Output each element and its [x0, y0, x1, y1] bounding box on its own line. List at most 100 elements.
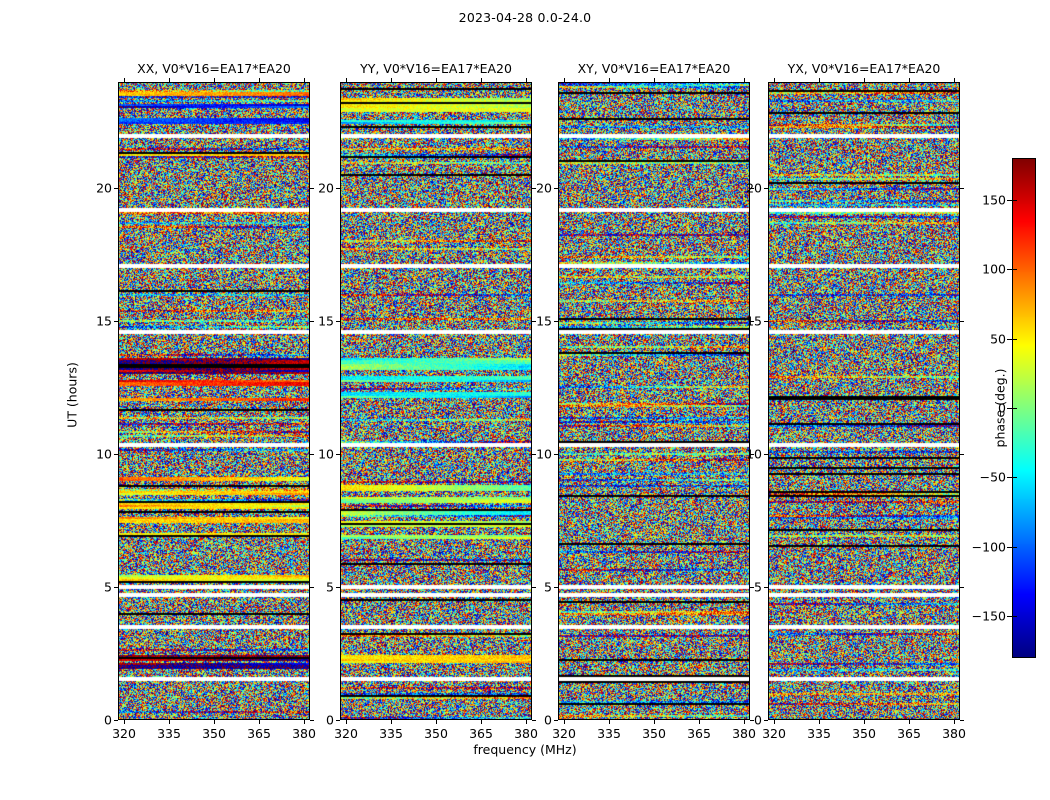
x-tick-top-xy-365 — [699, 78, 700, 82]
y-tick-xy-5 — [554, 587, 558, 589]
x-tick-top-xx-320 — [124, 78, 125, 82]
y-ticklabel-xx-5: 5 — [104, 579, 112, 595]
y-ticklabel-yy-15: 15 — [318, 313, 334, 329]
y-ticklabel-xx-10: 10 — [96, 446, 112, 462]
x-tick-yx-350 — [864, 720, 865, 724]
y-ticklabel-yy-5: 5 — [326, 579, 334, 595]
y-tick-right-xx-10 — [310, 454, 314, 456]
x-tick-top-yx-335 — [819, 78, 820, 82]
y-tick-right-xy-15 — [750, 321, 754, 323]
x-tick-xy-320 — [564, 720, 565, 724]
panel-xy: XY, V0*V16=EA17*EA20 320 335 350 365 380 0 5 10 1… — [536, 61, 756, 741]
panel-title-yy: YY, V0*V16=EA17*EA20 — [360, 61, 512, 76]
x-ticklabel-yy-335: 335 — [379, 726, 403, 741]
x-tick-top-yy-380 — [526, 78, 527, 82]
colorbar-tick-0 — [1007, 408, 1012, 409]
y-tick-xy-20 — [554, 188, 558, 190]
x-tick-top-yx-350 — [864, 78, 865, 82]
y-ticklabel-yx-10: 10 — [746, 446, 762, 462]
colorbar-tick-inner-0 — [1012, 408, 1017, 409]
x-ticklabel-xx-350: 350 — [202, 726, 226, 741]
axes-frame-xx — [118, 82, 310, 720]
y-tick-right-yx-15 — [960, 321, 964, 323]
phase-heatmap-yx — [768, 82, 960, 720]
y-tick-right-xy-10 — [750, 454, 754, 456]
y-ticklabel-yy-20: 20 — [318, 180, 334, 196]
x-ticklabel-xx-320: 320 — [112, 726, 136, 741]
y-axis-label: UT (hours) — [64, 362, 80, 428]
y-tick-xx-0 — [114, 720, 118, 721]
y-ticklabel-yx-0: 0 — [754, 712, 762, 728]
y-tick-xx-15 — [114, 321, 118, 323]
x-tick-top-xx-380 — [304, 78, 305, 82]
panel-title-yx: YX, V0*V16=EA17*EA20 — [787, 61, 941, 76]
colorbar-ticklabel-0: 0 — [998, 400, 1006, 416]
x-tick-xx-350 — [214, 720, 215, 724]
y-ticklabel-xy-10: 10 — [536, 446, 552, 462]
y-tick-right-xy-5 — [750, 587, 754, 589]
y-tick-right-xx-20 — [310, 188, 314, 190]
x-tick-yx-335 — [819, 720, 820, 724]
x-tick-xy-335 — [609, 720, 610, 724]
panel-title-xy: XY, V0*V16=EA17*EA20 — [577, 61, 731, 76]
y-ticklabel-yy-0: 0 — [326, 712, 334, 728]
x-tick-top-yy-320 — [346, 78, 347, 82]
x-ticklabel-yx-350: 350 — [852, 726, 876, 741]
colorbar-tick-inner-150 — [1012, 199, 1017, 201]
phase-heatmap-xy — [558, 82, 750, 720]
y-tick-yx-0 — [764, 720, 768, 721]
colorbar-tick-50 — [1007, 338, 1012, 340]
colorbar-ticklabel-100: 100 — [982, 261, 1006, 277]
y-tick-yy-5 — [336, 587, 340, 589]
x-tick-yx-365 — [909, 720, 910, 724]
x-tick-top-yy-350 — [436, 78, 437, 82]
x-tick-top-yx-320 — [774, 78, 775, 82]
y-tick-right-yy-5 — [532, 587, 536, 589]
y-ticklabel-xy-5: 5 — [544, 579, 552, 595]
colorbar-ticklabel--50: −50 — [979, 469, 1006, 485]
colorbar-ticklabel-50: 50 — [990, 331, 1006, 347]
x-ticklabel-xx-335: 335 — [157, 726, 181, 741]
colorbar-tick-inner-50 — [1012, 338, 1017, 340]
y-ticklabel-xx-15: 15 — [96, 313, 112, 329]
x-ticklabel-xy-365: 365 — [687, 726, 711, 741]
y-tick-right-xy-20 — [750, 188, 754, 190]
x-ticklabel-xy-350: 350 — [642, 726, 666, 741]
colorbar-tick--50 — [1007, 477, 1012, 479]
x-ticklabel-yx-335: 335 — [807, 726, 831, 741]
x-tick-top-yx-380 — [954, 78, 955, 82]
axes-frame-yx — [768, 82, 960, 720]
y-tick-right-yy-15 — [532, 321, 536, 323]
y-tick-xx-5 — [114, 587, 118, 589]
colorbar: −150 −100 −50 0 50 100 150 — [972, 158, 1036, 658]
x-tick-top-xy-380 — [744, 78, 745, 82]
x-tick-yy-365 — [481, 720, 482, 724]
y-ticklabel-xx-20: 20 — [96, 180, 112, 196]
y-tick-yy-10 — [336, 454, 340, 456]
phase-heatmap-yy — [340, 82, 532, 720]
x-ticklabel-xx-380: 380 — [292, 726, 316, 741]
x-ticklabel-yx-380: 380 — [942, 726, 966, 741]
x-ticklabel-xy-335: 335 — [597, 726, 621, 741]
y-tick-xx-10 — [114, 454, 118, 456]
y-ticklabel-yx-20: 20 — [746, 180, 762, 196]
x-ticklabel-yy-350: 350 — [424, 726, 448, 741]
x-tick-xx-380 — [304, 720, 305, 724]
x-tick-yy-320 — [346, 720, 347, 724]
y-tick-right-xx-5 — [310, 587, 314, 589]
x-ticklabel-yx-365: 365 — [897, 726, 921, 741]
x-tick-xx-320 — [124, 720, 125, 724]
colorbar-tick-inner--50 — [1012, 477, 1017, 479]
y-tick-xy-0 — [554, 720, 558, 721]
colorbar-tick--150 — [1007, 616, 1012, 618]
colorbar-ticklabel--150: −150 — [971, 608, 1006, 624]
y-ticklabel-xy-15: 15 — [536, 313, 552, 329]
x-tick-yx-320 — [774, 720, 775, 724]
colorbar-ticklabel-150: 150 — [982, 192, 1006, 208]
x-ticklabel-yy-380: 380 — [514, 726, 538, 741]
x-tick-xy-380 — [744, 720, 745, 724]
x-tick-top-yx-365 — [909, 78, 910, 82]
colorbar-tick-inner--150 — [1012, 616, 1017, 618]
y-tick-yx-15 — [764, 321, 768, 323]
x-tick-top-yy-365 — [481, 78, 482, 82]
